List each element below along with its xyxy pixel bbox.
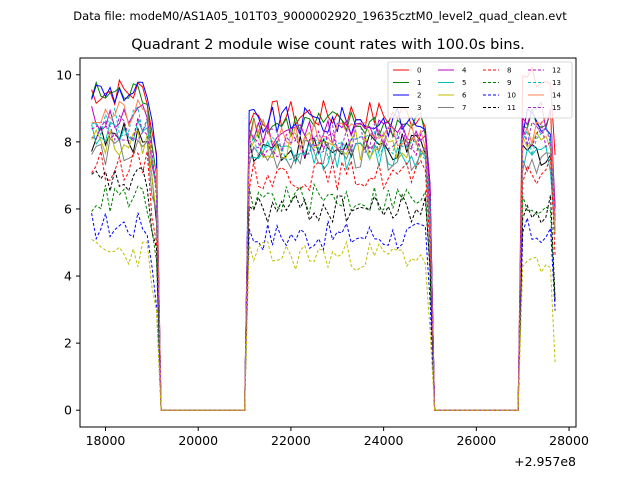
legend-label: 11 [507, 104, 516, 112]
legend-frame [387, 61, 573, 119]
series-line [91, 151, 556, 411]
series-line [91, 98, 556, 411]
legend-label: 7 [462, 104, 466, 112]
series-line [91, 238, 556, 411]
chart-title: Quadrant 2 module wise count rates with … [131, 37, 525, 53]
y-tick-label: 10 [56, 67, 72, 82]
series-line [91, 167, 556, 411]
series-line [91, 212, 556, 411]
x-tick-label: 18000 [86, 433, 126, 448]
x-tick-label: 26000 [456, 433, 496, 448]
legend-label: 14 [552, 92, 561, 100]
series-line [91, 128, 556, 411]
figure-suptitle: Data file: modeM0/AS1A05_101T03_90000029… [73, 9, 567, 23]
y-tick-label: 0 [64, 403, 72, 418]
x-tick-label: 20000 [178, 433, 218, 448]
legend-label: 12 [552, 67, 561, 75]
legend-label: 2 [417, 92, 421, 100]
x-axis: 18000 20000 22000 24000 26000 28000 [86, 427, 589, 448]
legend-label: 3 [417, 104, 421, 112]
legend-label: 6 [462, 92, 467, 100]
series-line [91, 80, 556, 411]
legend-label: 0 [417, 67, 421, 75]
x-axis-offset-label: +2.957e8 [514, 454, 576, 469]
series-line [91, 106, 556, 411]
legend-label: 15 [552, 104, 561, 112]
x-tick-label: 28000 [549, 433, 589, 448]
legend-label: 10 [507, 92, 516, 100]
series-line [91, 119, 556, 411]
legend-label: 13 [552, 79, 561, 87]
legend-label: 9 [507, 79, 511, 87]
legend-label: 5 [462, 79, 466, 87]
series-layer [91, 66, 556, 411]
series-line [91, 66, 556, 411]
y-tick-label: 2 [64, 336, 72, 351]
legend-label: 4 [462, 67, 467, 75]
series-line [91, 81, 556, 411]
y-tick-label: 8 [64, 134, 72, 149]
x-tick-label: 24000 [364, 433, 404, 448]
legend-label: 1 [417, 79, 421, 87]
series-line [91, 137, 556, 411]
legend-label: 8 [507, 67, 511, 75]
y-axis: 0 2 4 6 8 10 [56, 67, 80, 418]
y-tick-label: 6 [64, 201, 72, 216]
x-tick-label: 22000 [271, 433, 311, 448]
plot-area-frame [79, 57, 577, 428]
series-line [91, 114, 556, 411]
y-tick-label: 4 [64, 269, 72, 284]
series-line [91, 182, 556, 411]
